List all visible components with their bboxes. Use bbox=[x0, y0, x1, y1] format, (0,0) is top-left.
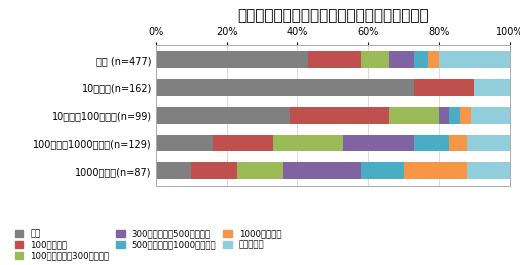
Bar bbox=[156, 107, 290, 123]
Bar bbox=[467, 135, 510, 151]
Bar bbox=[343, 135, 414, 151]
Bar bbox=[467, 162, 510, 179]
Bar bbox=[439, 51, 510, 68]
Bar bbox=[449, 135, 467, 151]
Legend: なし, 100万円未満, 100万円以上～300万円未満, 300万円以上～500万円未満, 500万円以上～1000万円未満, 1000万円以上, わからない: なし, 100万円未満, 100万円以上～300万円未満, 300万円以上～50… bbox=[15, 229, 281, 261]
Bar bbox=[237, 162, 283, 179]
Bar bbox=[361, 51, 389, 68]
Bar bbox=[414, 79, 474, 96]
Bar bbox=[156, 79, 414, 96]
Bar bbox=[449, 107, 460, 123]
Bar bbox=[156, 51, 308, 68]
Bar bbox=[389, 51, 414, 68]
Bar bbox=[290, 107, 389, 123]
Bar bbox=[404, 162, 467, 179]
Bar bbox=[471, 107, 510, 123]
Bar bbox=[283, 162, 361, 179]
Bar bbox=[272, 135, 343, 151]
Bar bbox=[414, 135, 449, 151]
Bar bbox=[414, 51, 428, 68]
Bar bbox=[191, 162, 237, 179]
Bar bbox=[439, 107, 449, 123]
Title: ソーシャルメディア関連予算（従業員規模別）: ソーシャルメディア関連予算（従業員規模別） bbox=[237, 8, 428, 24]
Bar bbox=[428, 51, 439, 68]
Bar bbox=[460, 107, 471, 123]
Bar bbox=[389, 107, 439, 123]
Bar bbox=[361, 162, 404, 179]
Bar bbox=[156, 162, 191, 179]
Bar bbox=[474, 79, 510, 96]
Bar bbox=[156, 135, 213, 151]
Bar bbox=[213, 135, 272, 151]
Bar bbox=[308, 51, 361, 68]
